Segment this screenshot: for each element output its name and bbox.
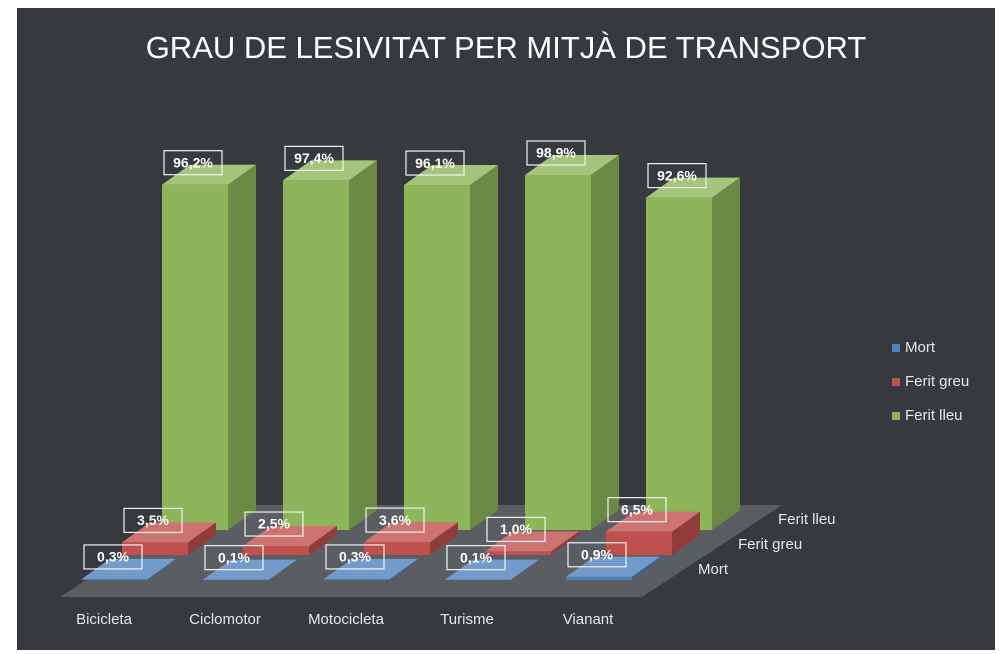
bar-side	[470, 165, 498, 531]
x-tick-label: Vianant	[563, 611, 614, 628]
bar	[566, 576, 632, 580]
data-label-box	[325, 544, 385, 570]
legend-swatch	[892, 344, 900, 352]
data-label: 0,9%	[581, 546, 613, 562]
bar	[404, 185, 470, 531]
bar	[485, 551, 551, 555]
data-label-box	[123, 507, 183, 534]
depth-tick-label: Mort	[698, 561, 729, 578]
data-label-box	[405, 150, 465, 176]
legend-label: Ferit greu	[905, 373, 969, 390]
x-tick-label: Bicicleta	[76, 611, 133, 628]
bar	[243, 546, 309, 555]
bar-side	[148, 558, 176, 580]
data-label-box	[244, 511, 304, 537]
data-label: 96,2%	[173, 154, 213, 170]
bar-side	[632, 556, 660, 580]
data-label: 6,5%	[621, 501, 653, 517]
data-label-box	[83, 544, 143, 570]
bar	[122, 542, 188, 555]
bar	[324, 578, 390, 580]
bar-side	[591, 155, 619, 530]
data-label-box	[446, 545, 506, 571]
bar	[364, 542, 430, 555]
bar	[82, 578, 148, 580]
bar	[203, 579, 269, 581]
data-label: 2,5%	[258, 516, 290, 532]
data-label-box	[365, 507, 425, 533]
data-label: 0,3%	[339, 549, 371, 565]
data-label-box	[284, 145, 344, 171]
depth-tick-label: Ferit greu	[738, 536, 802, 553]
bar-side	[430, 522, 458, 555]
bar-side	[188, 522, 216, 555]
data-label: 0,1%	[460, 549, 492, 565]
legend-swatch	[892, 378, 900, 386]
data-label-box	[567, 542, 627, 568]
bar	[525, 175, 591, 530]
data-label: 98,9%	[536, 145, 576, 161]
legend-label: Mort	[905, 339, 936, 356]
legend-label: Ferit lleu	[905, 407, 963, 424]
bar	[445, 579, 511, 581]
data-label-box	[526, 140, 586, 166]
bar-side	[269, 559, 297, 580]
x-tick-label: Motocicleta	[308, 611, 385, 628]
data-label-box	[607, 497, 667, 523]
bar-side	[309, 526, 337, 555]
data-label: 1,0%	[500, 521, 532, 537]
data-label: 3,6%	[379, 512, 411, 528]
x-tick-label: Ciclomotor	[189, 611, 261, 628]
bar-side	[349, 160, 377, 531]
bar-side	[390, 558, 418, 580]
bar-side	[228, 164, 256, 531]
data-label: 92,6%	[657, 167, 697, 183]
data-label-box	[486, 516, 546, 543]
bar	[162, 184, 228, 531]
data-label: 3,5%	[137, 512, 169, 528]
depth-tick-label: Ferit lleu	[778, 511, 836, 528]
data-label: 0,3%	[97, 549, 129, 565]
bar-side	[672, 511, 700, 555]
bar-side	[551, 531, 579, 555]
chart-title: GRAU DE LESIVITAT PER MITJÀ DE TRANSPORT	[146, 30, 867, 65]
legend-swatch	[892, 412, 900, 420]
bar	[606, 531, 672, 555]
bar	[283, 180, 349, 531]
data-label: 97,4%	[294, 150, 334, 166]
data-label-box	[163, 150, 223, 176]
data-label-box	[204, 545, 264, 571]
data-label: 0,1%	[218, 549, 250, 565]
bar	[646, 197, 712, 530]
data-label: 96,1%	[415, 155, 455, 171]
bar-side	[712, 177, 740, 530]
bar-side	[511, 559, 539, 580]
data-label-box	[647, 163, 707, 189]
x-tick-label: Turisme	[440, 611, 494, 628]
